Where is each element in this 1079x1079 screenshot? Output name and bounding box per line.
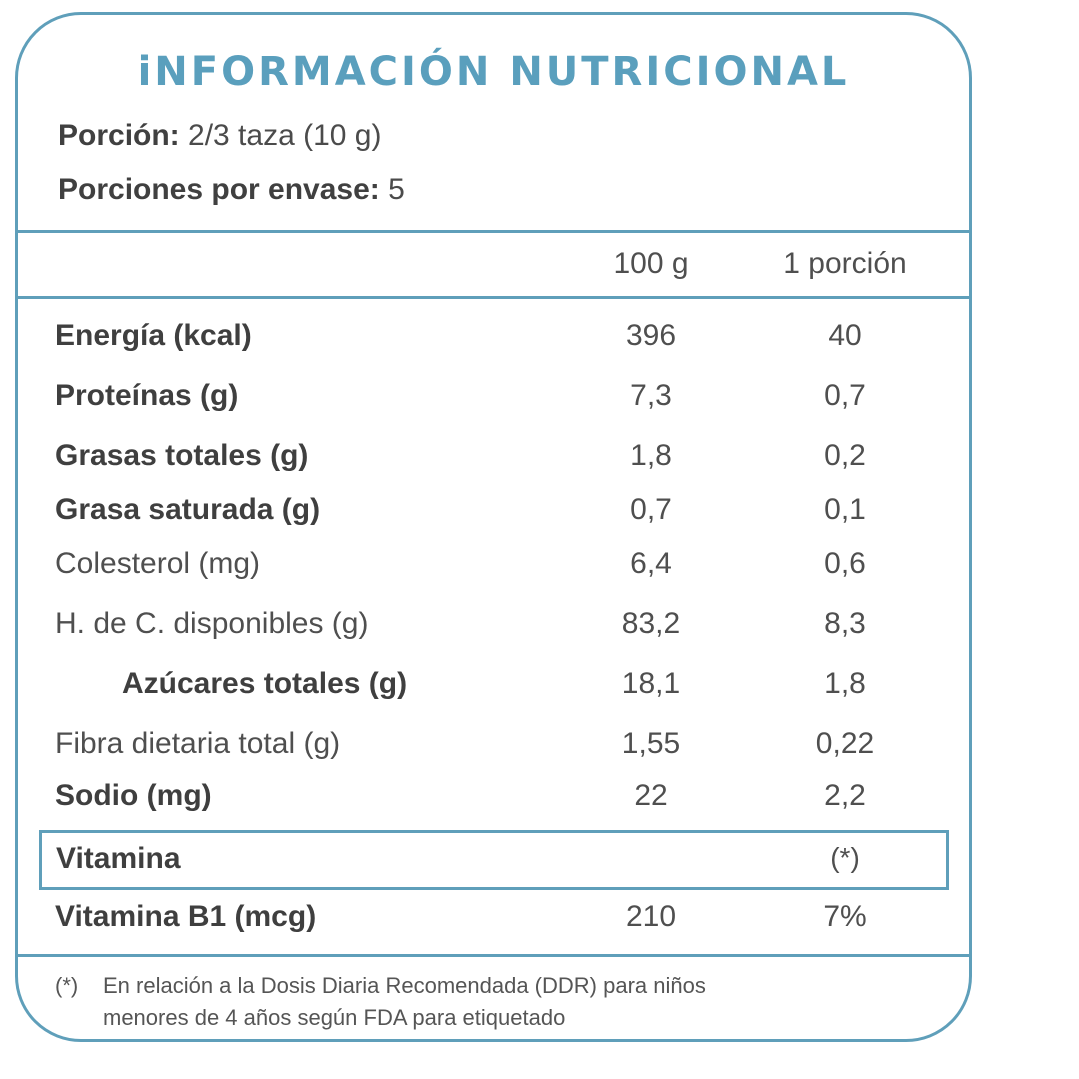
panel-title: iNFORMACIÓN NUTRICIONAL [137,49,850,95]
footnote-line-2: menores de 4 años según FDA para etiquet… [103,1005,566,1030]
divider [18,954,969,957]
value-per-100g: 7,3 [630,379,672,412]
value-per-serving: 2,2 [824,779,866,812]
nutrient-row: Fibra dietaria total (g) 1,55 0,22 [18,727,969,777]
nutrient-label: H. de C. disponibles (g) [55,607,369,640]
value-per-100g: 22 [634,779,668,812]
serving-size-label: Porción: [58,119,180,152]
nutrient-label: Energía (kcal) [55,319,252,352]
vitamin-header-label: Vitamina [56,842,181,875]
nutrient-row: Grasa saturada (g) 0,7 0,1 [18,493,969,543]
nutrient-row: Proteínas (g) 7,3 0,7 [18,379,969,429]
value-per-serving: 40 [828,319,862,352]
serving-size: Porción: 2/3 taza (10 g) [58,119,381,153]
nutrient-label: Colesterol (mg) [55,547,261,580]
nutrient-row: Energía (kcal) 396 40 [18,319,969,369]
footnote: (*) En relación a la Dosis Diaria Recomen… [55,970,706,1034]
vitamin-header-box: Vitamina (*) [39,830,949,890]
value-per-serving: 0,7 [824,379,866,412]
servings-per-container-value: 5 [388,173,405,206]
value-per-serving: 8,3 [824,607,866,640]
value-per-100g: 6,4 [630,547,672,580]
column-header-serving: 1 porción [783,247,907,280]
value-per-100g: 1,55 [621,727,681,760]
footnote-line-1: En relación a la Dosis Diaria Recomendad… [103,973,706,998]
footnote-mark: (*) [55,973,79,998]
nutrient-label: Grasa saturada (g) [55,493,321,526]
value-per-serving: 0,22 [815,727,875,760]
nutrient-label: Sodio (mg) [55,779,212,812]
nutrient-row: Azúcares totales (g) 18,1 1,8 [18,667,969,717]
value-per-100g: 210 [625,900,677,933]
value-per-serving: 0,2 [824,439,866,472]
divider [18,296,969,299]
servings-per-container: Porciones por envase: 5 [58,173,405,207]
nutrient-row: H. de C. disponibles (g) 83,2 8,3 [18,607,969,657]
divider [18,230,969,233]
serving-size-value: 2/3 taza (10 g) [188,119,382,152]
value-per-serving: 0,6 [824,547,866,580]
nutrient-row: Colesterol (mg) 6,4 0,6 [18,547,969,597]
nutrient-row: Sodio (mg) 22 2,2 [18,779,969,829]
servings-per-container-label: Porciones por envase: [58,173,380,206]
value-per-serving: 1,8 [824,667,866,700]
value-per-100g: 18,1 [621,667,681,700]
value-per-100g: 396 [625,319,677,352]
vitamin-header-note: (*) [830,842,860,873]
vitamin-row: Vitamina B1 (mcg) 210 7% [18,900,969,950]
nutrition-facts-panel: iNFORMACIÓN NUTRICIONAL Porción: 2/3 taz… [15,12,972,1042]
nutrient-label: Fibra dietaria total (g) [55,727,341,760]
nutrient-label: Vitamina B1 (mcg) [55,900,317,933]
column-header-100g: 100 g [613,247,689,280]
nutrient-label: Azúcares totales (g) [122,667,408,700]
value-per-100g: 0,7 [630,493,672,526]
value-per-100g: 1,8 [630,439,672,472]
nutrient-label: Grasas totales (g) [55,439,309,472]
nutrient-label: Proteínas (g) [55,379,239,412]
value-per-serving: 0,1 [824,493,866,526]
nutrient-row: Grasas totales (g) 1,8 0,2 [18,439,969,489]
value-per-100g: 83,2 [621,607,681,640]
value-per-serving: 7% [823,900,867,933]
